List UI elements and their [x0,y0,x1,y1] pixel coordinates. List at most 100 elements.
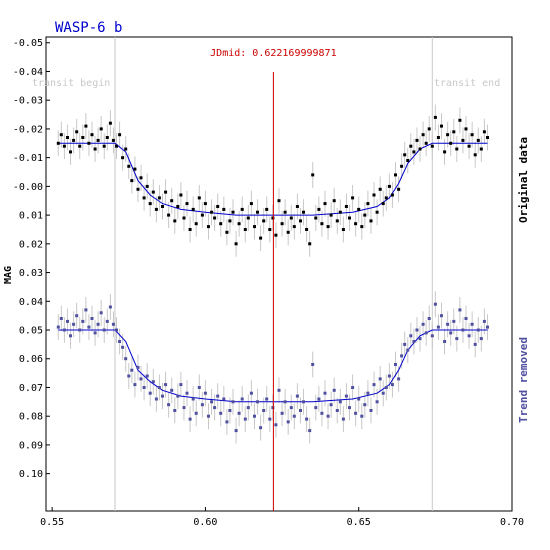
original-point [164,190,168,194]
original-data-label: Original data [517,137,530,223]
trend-point [265,397,269,401]
trend-point [314,406,318,410]
y-tick-label: 0.09 [19,440,43,451]
trend-point [99,311,103,315]
trend-point [237,411,241,415]
original-point [326,225,330,229]
trend-point [354,411,358,415]
original-point [191,207,195,211]
original-point [369,219,373,223]
original-point [90,133,94,137]
original-point [96,138,100,142]
original-point [99,127,103,131]
original-point [418,147,422,151]
trend-point [69,334,72,338]
original-point [470,133,474,137]
trend-point [289,406,293,410]
original-point [366,202,370,206]
trend-point [142,386,146,389]
original-point [62,144,66,148]
trend-point [203,391,207,395]
trend-point [283,400,287,404]
trend-point [234,429,238,433]
original-point [222,207,226,211]
trend-removed-label: Trend removed [517,337,530,423]
trend-point [280,411,284,415]
trend-point [259,426,263,430]
trend-point [84,308,88,312]
original-point [66,136,69,139]
original-point [357,207,361,211]
original-point [121,156,125,160]
x-tick-label: 0.60 [193,517,217,528]
trend-point [357,397,361,401]
original-point [406,159,410,162]
trend-point [381,391,385,395]
trend-point [320,411,324,415]
original-point [311,173,315,177]
trend-point [124,357,128,361]
original-point [87,141,91,145]
original-point [188,228,192,231]
trend-point [127,374,131,378]
original-point [203,202,207,206]
x-tick-label: 0.55 [40,517,64,528]
trend-point [369,409,373,412]
original-point [421,133,425,137]
trend-point [486,325,489,329]
y-tick-label: 0.06 [19,354,43,365]
trend-point [87,325,91,329]
original-point [219,222,223,226]
original-point [213,216,217,220]
original-point [170,199,174,203]
y-tick-label: -0.00 [13,182,43,193]
original-point [115,144,118,148]
trend-point [72,322,76,326]
trend-point [299,409,302,412]
trend-point [476,328,480,332]
x-tick-label: 0.70 [500,517,524,528]
original-point [486,136,489,139]
y-tick-label: -0.01 [13,153,43,164]
trend-point [194,411,198,415]
trend-point [400,354,404,358]
original-point [433,115,437,119]
original-point [265,207,269,211]
trend-point [394,363,397,366]
original-point [102,144,106,148]
original-point [200,213,204,217]
trend-point [430,334,434,338]
trend-point [390,383,394,387]
original-point [473,153,477,157]
original-point [225,230,229,234]
trend-point [274,423,278,427]
trend-point [173,409,177,412]
trend-point [412,340,416,343]
trend-point [133,383,137,387]
original-point [299,219,302,223]
trend-point [96,322,100,326]
original-point [274,233,278,237]
original-point [185,202,189,206]
original-point [317,207,321,211]
y-tick-label: -0.05 [13,38,43,49]
y-tick-label: 0.07 [19,383,43,394]
trend-point [151,380,155,384]
trend-point [308,429,312,433]
trend-point [170,388,174,392]
original-point [151,190,155,194]
y-tick-label: 0.08 [19,412,43,423]
trend-point [145,374,149,378]
trend-point [470,322,474,326]
trend-point [449,331,453,335]
trend-point [246,406,250,410]
original-point [283,210,287,214]
original-point [479,147,483,151]
trend-point [433,302,437,306]
original-point [308,242,312,246]
original-point [148,202,152,206]
trend-point [249,391,253,395]
original-point [243,228,247,231]
original-point [259,236,263,240]
trend-point [102,328,106,332]
